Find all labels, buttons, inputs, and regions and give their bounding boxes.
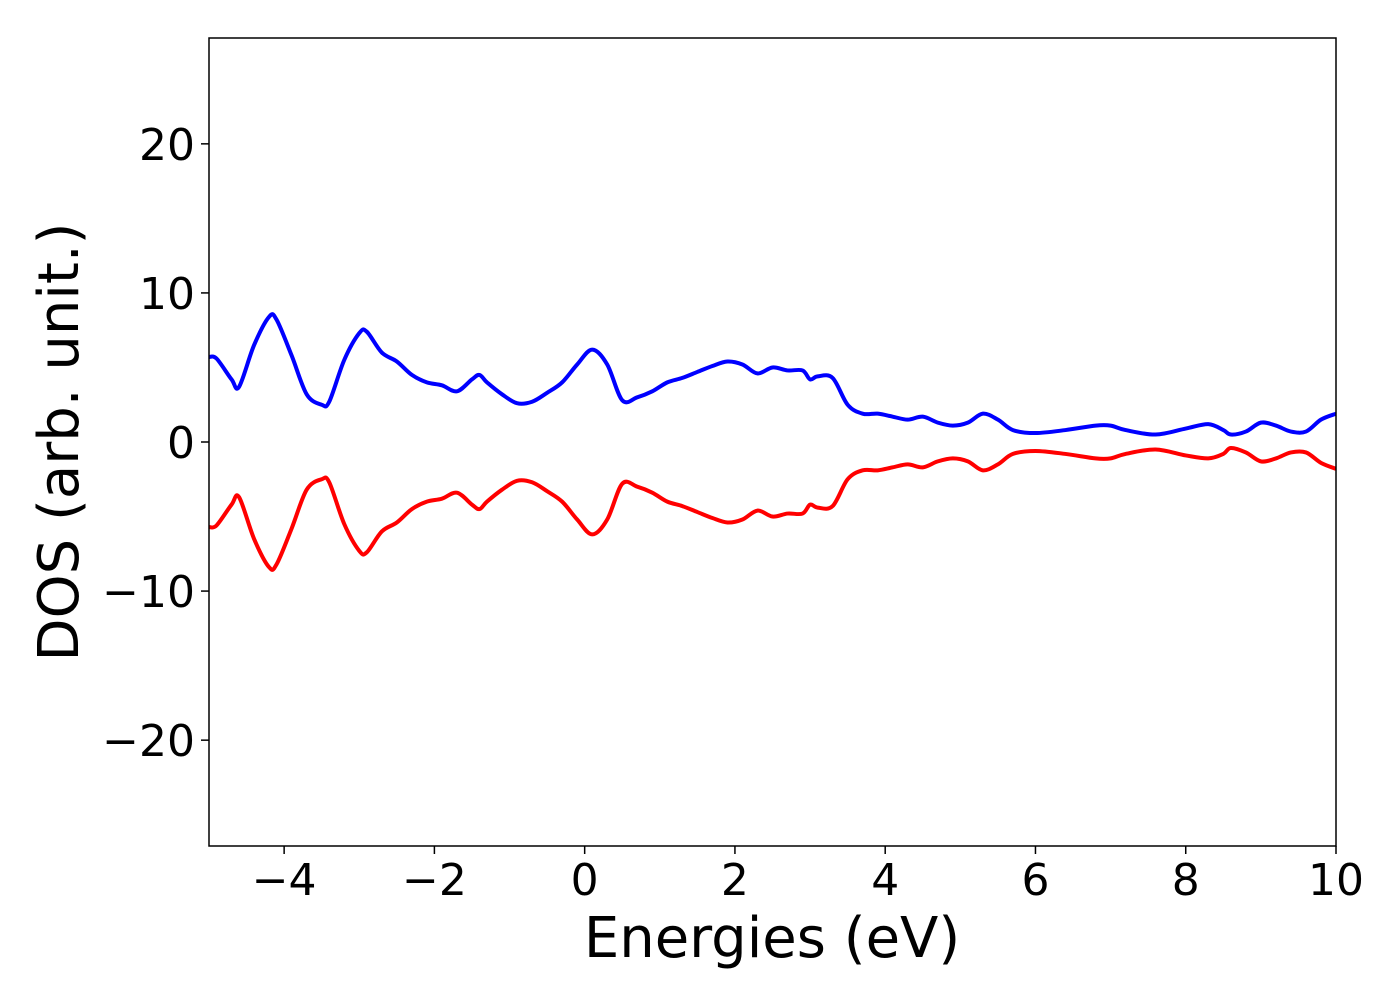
x-axis-label: Energies (eV): [584, 906, 960, 971]
x-tick-label: 8: [1172, 855, 1200, 906]
y-tick-label: 0: [167, 418, 195, 469]
series-line: [209, 312, 1336, 437]
y-tick-label: 10: [139, 269, 195, 320]
y-tick-label: 20: [139, 120, 195, 171]
x-tick-label: 6: [1021, 855, 1049, 906]
x-tick-label: 10: [1308, 855, 1364, 906]
y-tick-label: −10: [102, 567, 195, 618]
y-axis-label: DOS (arb. unit.): [27, 222, 92, 661]
x-tick-label: 2: [721, 855, 749, 906]
x-tick-label: 0: [571, 855, 599, 906]
y-tick-label: −20: [102, 716, 195, 767]
series-line: [209, 445, 1336, 572]
x-tick-label: −4: [252, 855, 317, 906]
plot-frame: [208, 37, 1337, 847]
x-tick-label: 4: [871, 855, 899, 906]
x-tick-label: −2: [402, 855, 467, 906]
